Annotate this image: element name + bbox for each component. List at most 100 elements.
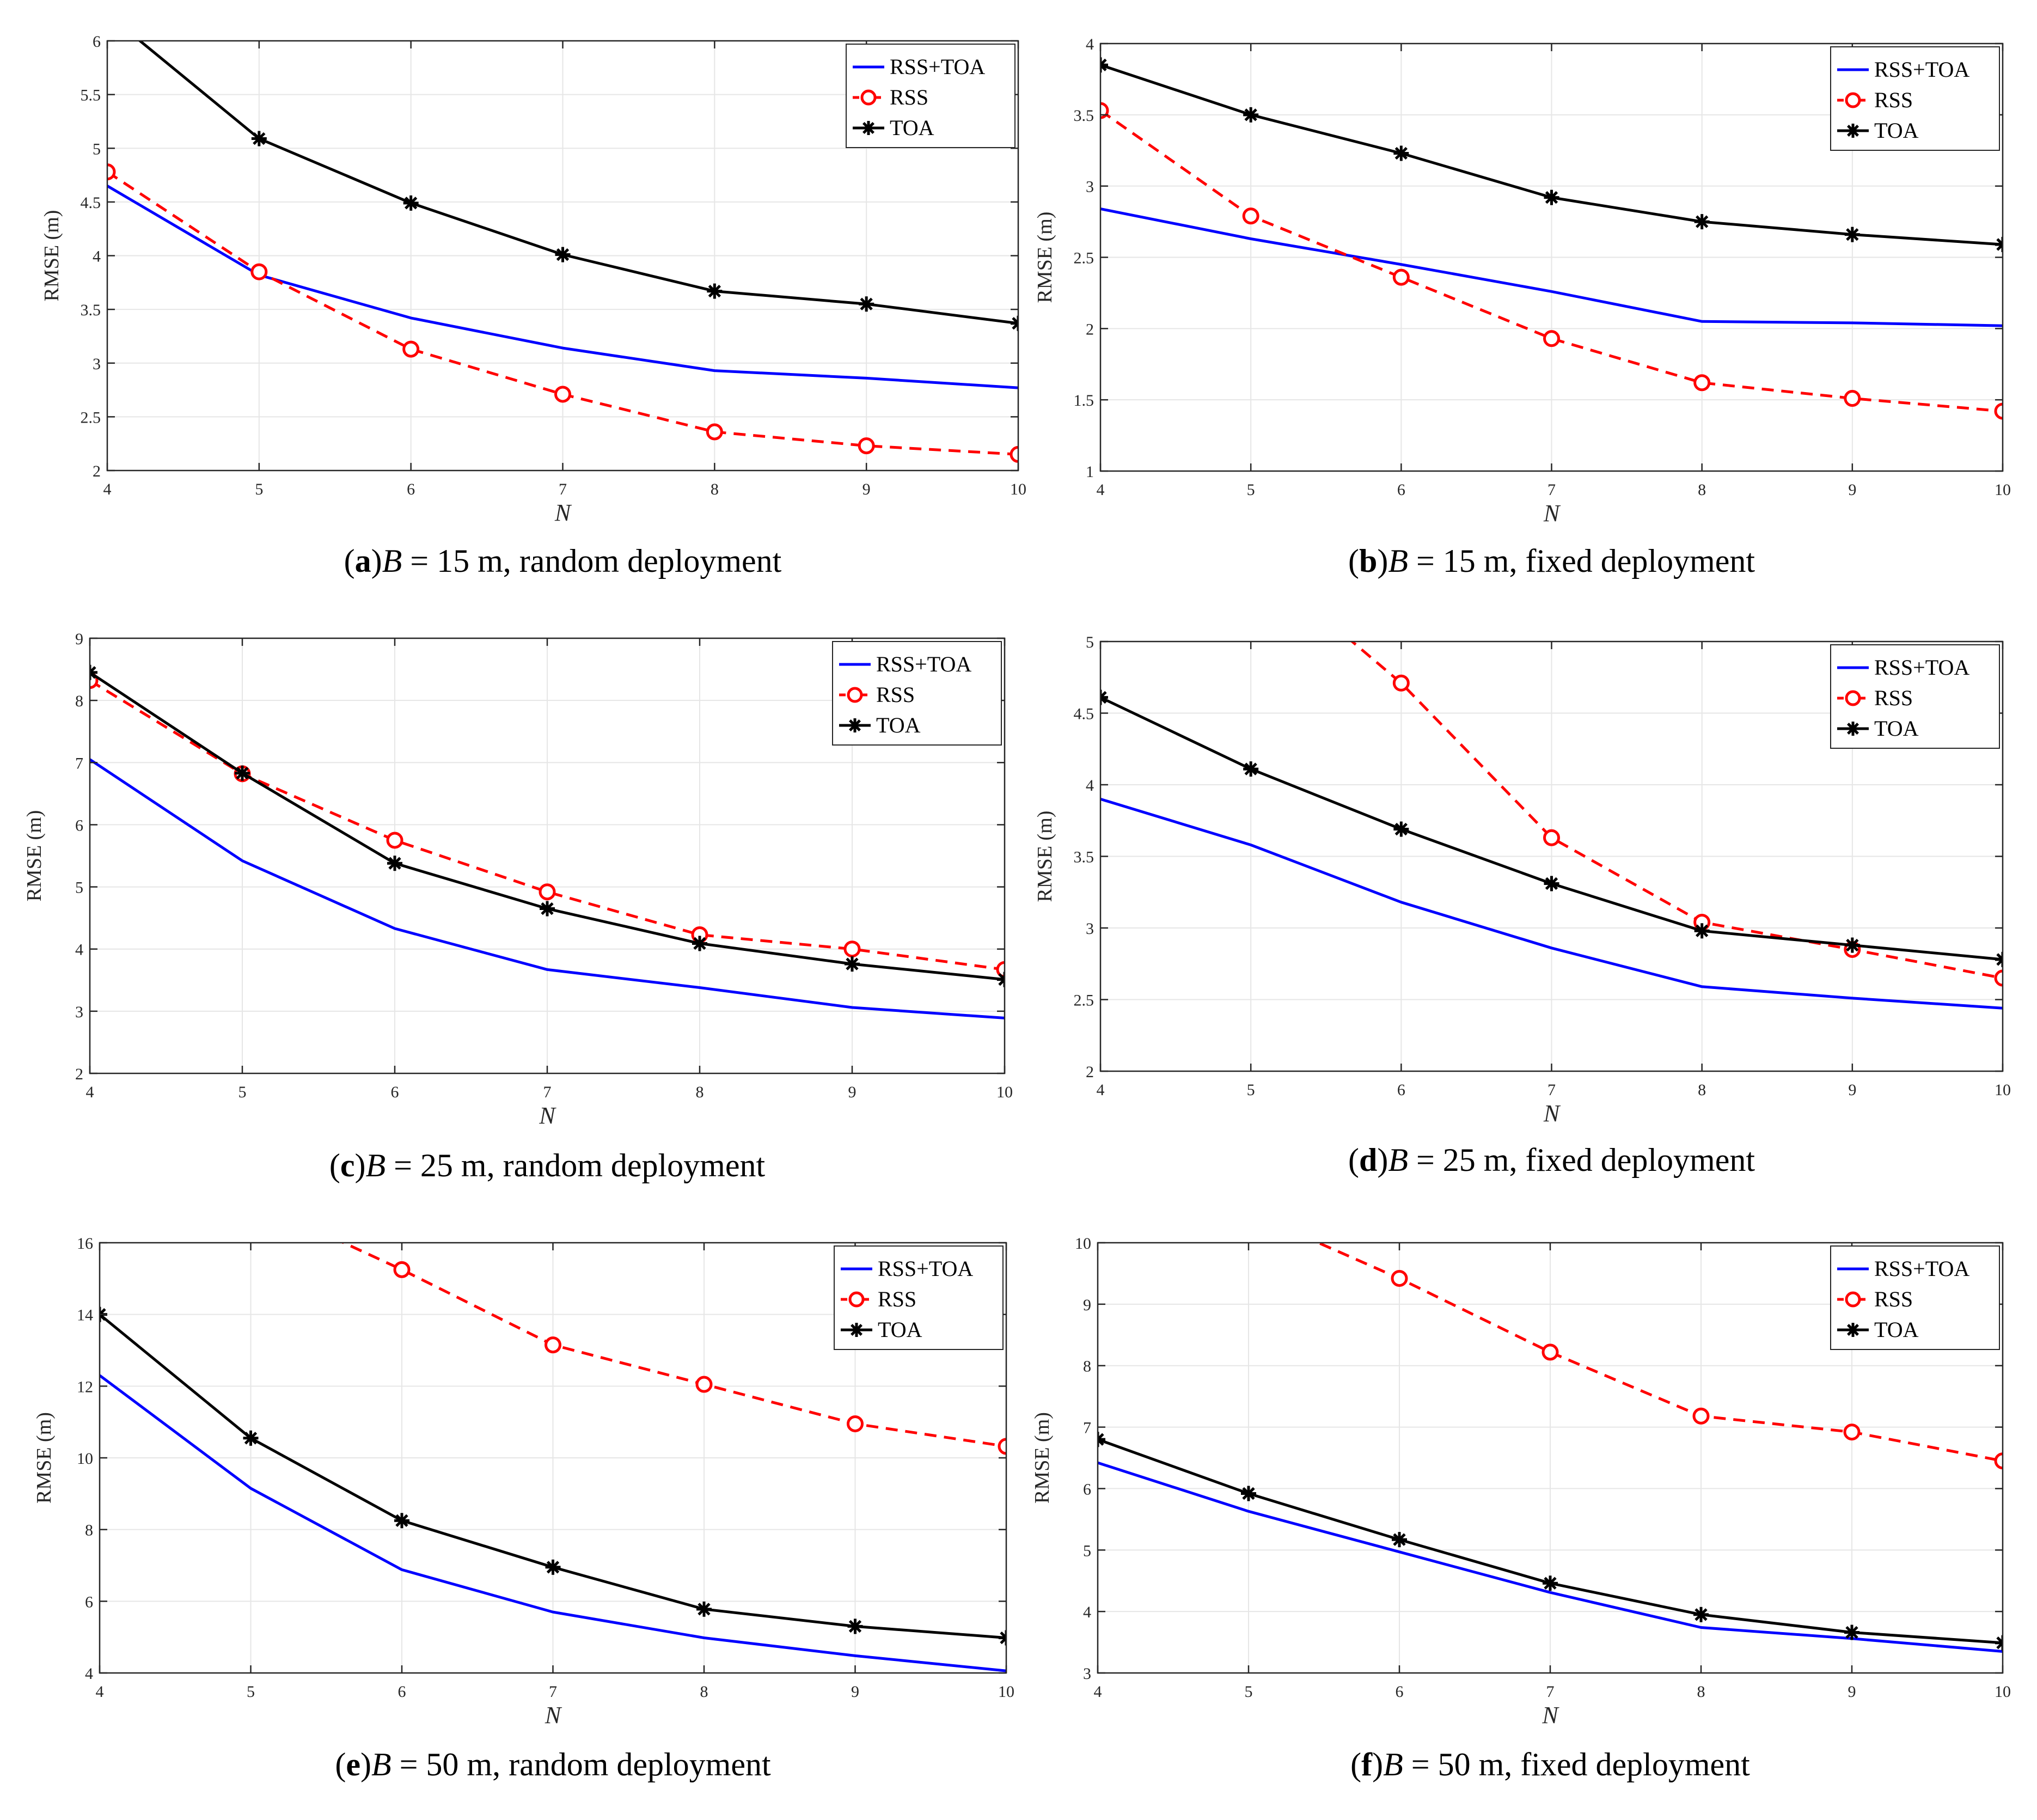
panel-c-series-toa-point-stroke <box>541 902 554 915</box>
panel-d-legend-label-rss: RSS <box>1874 686 1913 710</box>
panel-c-xtick-label: 8 <box>696 1083 704 1101</box>
panel-a-series-rss-point <box>706 423 723 441</box>
panel-a-xtick-label: 4 <box>103 480 112 498</box>
panel-b-series-toa-point-stroke <box>1996 242 2003 251</box>
panel-d-ytick-label: 2.5 <box>1074 992 1094 1010</box>
panel-a-series-toa-point-stroke <box>556 248 570 261</box>
panel-e-ytick-label: 14 <box>77 1306 93 1324</box>
panel-c-legend-label-toa: TOA <box>876 713 921 737</box>
panel-f-caption-letter: f <box>1361 1746 1373 1782</box>
panel-a-series-toa-point-stroke <box>708 284 721 298</box>
panel-c-series-rss-point <box>539 883 556 901</box>
panel-a-ytick-label: 4.5 <box>81 194 101 212</box>
panel-d-series-rss-point <box>1392 674 1410 692</box>
panel-d-caption-letter: d <box>1359 1142 1377 1178</box>
panel-b-legend-marker-toa <box>1846 124 1860 138</box>
panel-e-ylabel: RMSE (m) <box>33 1412 56 1504</box>
panel-e-series-toa-point <box>243 1430 259 1446</box>
panel-a-caption-text: = 15 m, random deployment <box>402 543 781 579</box>
panel-b-caption-var: B <box>1388 543 1408 579</box>
panel-a-xtick-label: 5 <box>255 480 263 498</box>
panel-e-xtick-label: 10 <box>998 1683 1014 1701</box>
panel-a-caption-letter: a <box>355 543 371 579</box>
panel-a-legend-label-rss-toa: RSS+TOA <box>890 54 985 79</box>
panel-f-series-rss-point <box>1843 1424 1861 1441</box>
panel-f-series-rss-point <box>1241 1205 1256 1219</box>
panel-c-series-toa-point-stroke <box>998 978 1005 986</box>
panel-f-caption: (f)B = 50 m, fixed deployment <box>1350 1746 1750 1782</box>
panel-e-series-rss-toa-line <box>100 1374 1006 1672</box>
panel-e-series-toa-point-stroke <box>1000 1635 1006 1645</box>
panel-a-series-rss-point <box>402 340 420 358</box>
panel-d-xtick-label: 4 <box>1097 1081 1105 1099</box>
panel-b-series-toa-point-stroke <box>1244 108 1257 121</box>
panel-e-xtick-label: 7 <box>549 1683 557 1701</box>
panel-a-series-toa-point <box>555 247 571 262</box>
panel-f-caption-text: = 50 m, fixed deployment <box>1403 1746 1750 1782</box>
panel-b-series-toa-point <box>1243 107 1259 123</box>
panel-a-legend-marker-toa-stroke <box>862 122 874 134</box>
panel-f-legend-label-rss-toa: RSS+TOA <box>1874 1256 1969 1281</box>
panel-c-caption-letter: c <box>340 1147 355 1183</box>
panel-b-xtick-label: 10 <box>1995 481 2011 499</box>
panel-b-series-toa-point-stroke <box>1846 228 1859 241</box>
panel-f-series-rss-point <box>1541 1343 1559 1361</box>
panel-b-series-toa-point-stroke <box>1996 238 2003 247</box>
panel-a-series-rss-point <box>858 437 875 455</box>
panel-c-ylabel: RMSE (m) <box>23 810 46 902</box>
panel-f-series-toa-point <box>1098 1432 1105 1448</box>
panel-f-series-toa-point-stroke <box>1996 1641 2003 1650</box>
panel-e-series-toa-point <box>847 1619 863 1634</box>
panel-c-ytick-label: 5 <box>75 879 83 897</box>
panel-f-ytick-label: 5 <box>1083 1542 1091 1560</box>
panel-a-series-toa-point-stroke <box>1012 317 1018 326</box>
panel-d-series-toa-point-stroke <box>1996 957 2003 966</box>
panel-f-series-rss-point <box>1391 1269 1408 1287</box>
panel-f-legend-marker-rss <box>1845 1291 1861 1308</box>
panel-b-legend: RSS+TOA RSS TOA <box>1830 46 2000 151</box>
panel-f-legend-label-toa: TOA <box>1874 1317 1919 1342</box>
panel-d-ytick-label: 4.5 <box>1074 705 1094 723</box>
panel-e-ytick-label: 8 <box>85 1522 93 1540</box>
panel-b-series-toa-point <box>1995 236 2003 252</box>
panel-e-series-toa-point <box>696 1601 712 1617</box>
panel-d-legend: RSS+TOA RSS TOA <box>1830 644 2000 749</box>
panel-e-caption-var: B <box>371 1746 392 1782</box>
panel-a-xtick-label: 7 <box>559 480 567 498</box>
panel-f-xtick-label: 8 <box>1697 1683 1705 1701</box>
panel-d-xtick-label: 7 <box>1547 1081 1556 1099</box>
panel-e-series-rss-point <box>998 1438 1006 1455</box>
panel-a-series-group <box>107 41 1018 463</box>
panel-b-ylabel: RMSE (m) <box>1033 212 1056 303</box>
panel-f-series-toa-point-stroke <box>1996 1636 2003 1645</box>
panel-c-xtick-label: 9 <box>848 1083 857 1101</box>
panel-b-series-toa-point-stroke <box>1100 63 1107 71</box>
panel-e-ytick-label: 16 <box>77 1235 93 1253</box>
panel-b-series-rss-point <box>1242 207 1259 225</box>
panel-e-series-toa-point-stroke <box>848 1620 862 1633</box>
panel-e-caption-text: = 50 m, random deployment <box>392 1746 771 1782</box>
panel-c-legend: RSS+TOA RSS TOA <box>832 641 1002 746</box>
panel-c-series-toa-point-stroke <box>90 670 96 679</box>
panel-b-legend-marker-rss <box>1845 92 1861 108</box>
panel-b-ytick-label: 3.5 <box>1074 107 1094 125</box>
panel-e-series-toa-point-stroke <box>698 1603 711 1616</box>
panel-e-xtick-label: 8 <box>700 1683 708 1701</box>
panel-e-caption-open-paren: ( <box>335 1746 346 1782</box>
panel-f-series-toa-point-stroke <box>1393 1533 1406 1546</box>
panel-f-xlabel: N <box>1541 1702 1559 1729</box>
panel-e-xtick-label: 9 <box>851 1683 859 1701</box>
panel-c-series-toa-point-stroke <box>236 767 249 780</box>
panel-d-series-toa-point-stroke <box>1996 953 2003 962</box>
panel-a-legend-label-rss: RSS <box>890 85 928 109</box>
panel-e-legend-marker-toa <box>849 1323 864 1337</box>
panel-e-legend: RSS+TOA RSS TOA <box>834 1245 1004 1350</box>
panel-d-ytick-label: 5 <box>1086 633 1094 651</box>
panel-a-series-toa-point-stroke <box>1012 321 1018 330</box>
panel-f-series-group <box>1098 1205 2003 1653</box>
panel-d-series-toa-point <box>1100 689 1108 705</box>
panel-d-caption-text: = 25 m, fixed deployment <box>1408 1142 1755 1178</box>
panel-b-ytick-label: 3 <box>1086 178 1094 196</box>
